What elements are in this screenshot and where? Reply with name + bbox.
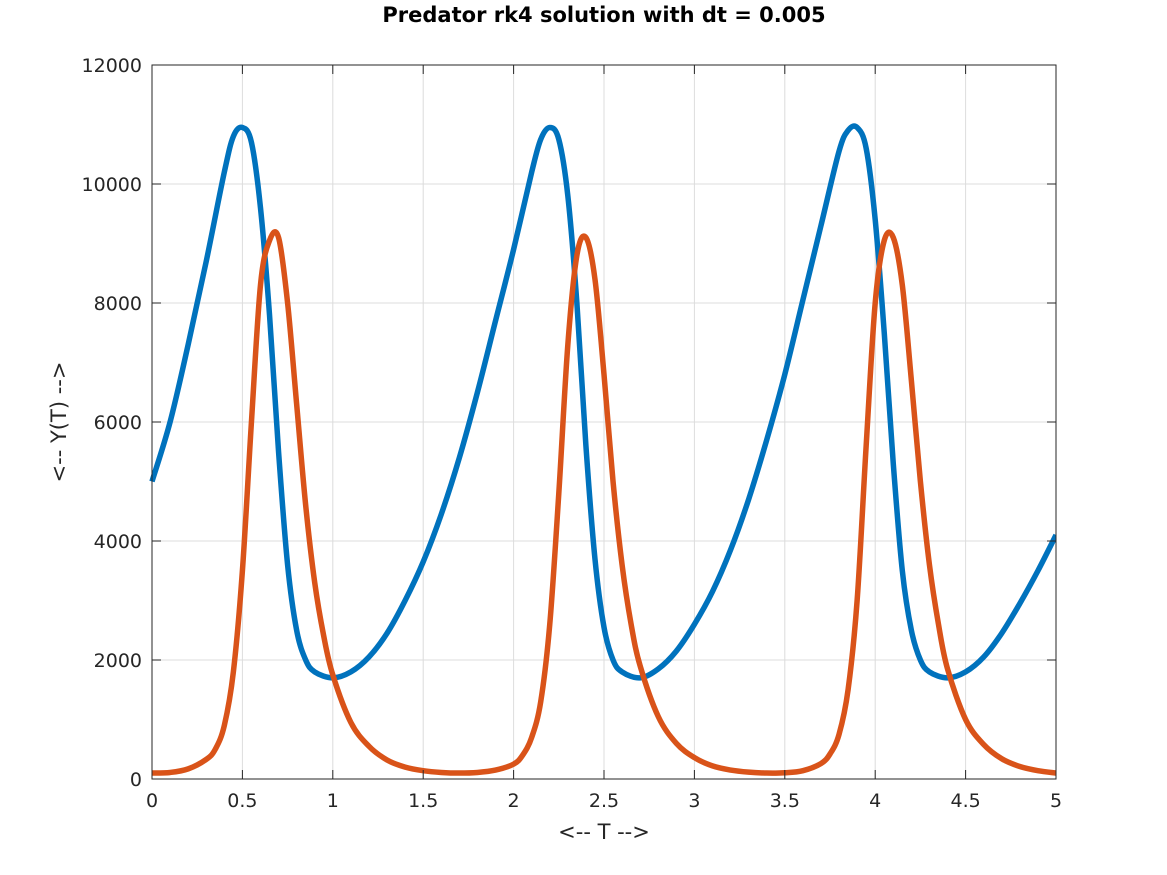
x-tick-label: 1 (327, 790, 339, 812)
series-layer (149, 123, 1056, 776)
y-tick-label: 6000 (94, 412, 142, 434)
y-tick-label: 4000 (94, 531, 142, 553)
x-axis-label: <-- T --> (558, 820, 650, 844)
y-axis-label: <-- Y(T) --> (47, 362, 71, 483)
x-tick-label: 3 (688, 790, 700, 812)
x-tick-label: 5 (1050, 790, 1062, 812)
y-tick-label: 0 (130, 769, 142, 791)
x-tick-label: 1.5 (408, 790, 438, 812)
ticks: 0 0.5 1 1.5 2 2.5 3 3.5 4 4.5 5 0 2000 4000 6000 8000 10… (82, 55, 1063, 812)
chart-title: Predator rk4 solution with dt = 0.005 (382, 3, 825, 27)
y-tick-label: 10000 (82, 174, 142, 196)
x-tick-label: 0.5 (227, 790, 257, 812)
grid (151, 64, 1057, 780)
x-tick-label: 0 (146, 790, 158, 812)
y-tick-label: 8000 (94, 293, 142, 315)
x-tick-label: 2 (508, 790, 520, 812)
series-line-2 (151, 229, 1056, 776)
y-tick-label: 12000 (82, 55, 142, 77)
series-line-1 (149, 123, 1056, 681)
x-tick-label: 2.5 (589, 790, 619, 812)
y-tick-label: 2000 (94, 650, 142, 672)
x-tick-label: 4 (869, 790, 881, 812)
x-tick-label: 3.5 (770, 790, 800, 812)
x-tick-label: 4.5 (950, 790, 980, 812)
